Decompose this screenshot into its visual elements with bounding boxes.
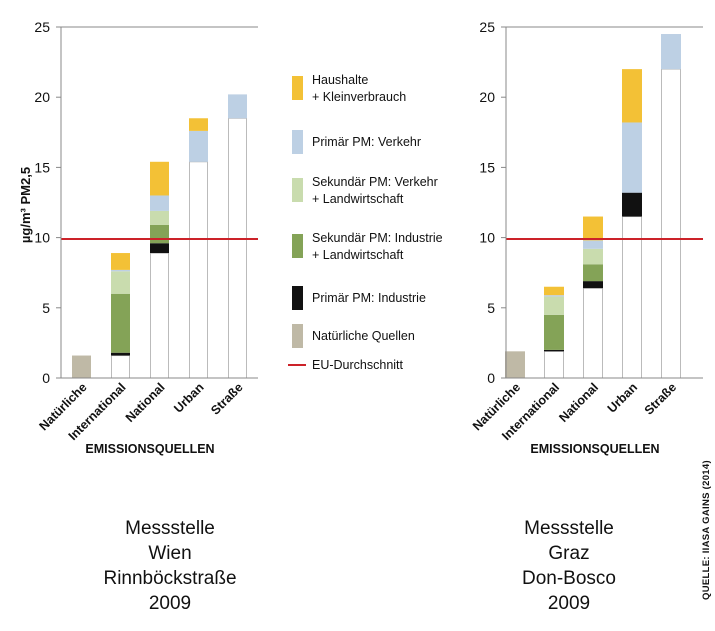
bar-segment bbox=[150, 161, 169, 196]
bar-segment bbox=[150, 195, 169, 211]
bar-segment bbox=[544, 349, 564, 352]
chart-wien-y-tick-labels: 0 5 10 15 20 25 bbox=[34, 19, 50, 386]
bar-segment bbox=[189, 118, 208, 131]
chart-wien-bars bbox=[72, 94, 247, 379]
bar-base-outline bbox=[622, 216, 642, 379]
bar-segment bbox=[111, 293, 130, 353]
caption-line: Messstelle bbox=[524, 518, 614, 539]
bar-segment bbox=[228, 94, 247, 119]
y-tick-label: 15 bbox=[479, 159, 495, 175]
bar-segment bbox=[622, 192, 642, 217]
y-tick-label: 0 bbox=[487, 370, 495, 386]
bar-segment bbox=[622, 122, 642, 193]
bar-base-outline bbox=[150, 252, 169, 379]
category-label: Urban bbox=[171, 380, 206, 415]
bar-segment bbox=[544, 296, 564, 315]
bar-segment bbox=[583, 248, 603, 265]
category-label: Straße bbox=[208, 380, 245, 417]
category-label: National bbox=[556, 380, 601, 425]
y-tick-label: 5 bbox=[42, 300, 50, 316]
chart-graz-bars bbox=[505, 34, 681, 379]
legend-swatch bbox=[292, 234, 303, 258]
bar-segment bbox=[544, 286, 564, 296]
caption-line: Rinnböckstraße bbox=[103, 568, 237, 589]
chart-graz: 0 5 10 15 20 25 NatürlicheInternationalNation… bbox=[470, 19, 703, 456]
legend-label: Haushalte bbox=[312, 73, 368, 87]
legend-label: Sekundär PM: Industrie bbox=[312, 231, 443, 245]
bar-segment bbox=[111, 352, 130, 356]
category-label: Urban bbox=[605, 380, 640, 415]
chart-wien-axes bbox=[56, 26, 258, 379]
bar-base-outline bbox=[544, 350, 564, 379]
bar-base-outline bbox=[189, 161, 208, 379]
bar-segment bbox=[72, 355, 91, 378]
bar-segment bbox=[150, 224, 169, 244]
legend-label: Natürliche Quellen bbox=[312, 329, 415, 343]
y-tick-label: 5 bbox=[487, 300, 495, 316]
bar-segment bbox=[111, 253, 130, 270]
bar-segment bbox=[111, 271, 130, 294]
chart-graz-y-tick-labels: 0 5 10 15 20 25 bbox=[479, 19, 495, 386]
y-tick-label: 25 bbox=[34, 19, 50, 35]
bar-segment bbox=[622, 69, 642, 123]
caption-line: Wien bbox=[148, 543, 192, 564]
category-label: Straße bbox=[642, 380, 679, 417]
bar-segment bbox=[544, 314, 564, 350]
legend-label: + Landwirtschaft bbox=[312, 192, 404, 206]
y-tick-label: 15 bbox=[34, 159, 50, 175]
bar-segment bbox=[150, 210, 169, 225]
chart-graz-axes bbox=[501, 26, 703, 379]
bar-segment bbox=[583, 240, 603, 249]
legend-label: + Landwirtschaft bbox=[312, 248, 404, 262]
legend-label: Sekundär PM: Verkehr bbox=[312, 175, 438, 189]
legend-swatch bbox=[292, 324, 303, 348]
y-tick-label: 20 bbox=[479, 89, 495, 105]
y-tick-label: 20 bbox=[34, 89, 50, 105]
bar-segment bbox=[661, 34, 681, 70]
bar-segment bbox=[544, 295, 564, 297]
legend-swatch bbox=[292, 178, 303, 202]
legend: Haushalte + Kleinverbrauch Primär PM: Verk… bbox=[288, 73, 443, 372]
chart-wien: 0 5 10 15 20 25 NatürlicheInternationalNation… bbox=[18, 19, 258, 456]
y-tick-label: 10 bbox=[479, 230, 495, 246]
legend-label: EU-Durchschnitt bbox=[312, 358, 404, 372]
bar-base-outline bbox=[583, 287, 603, 379]
caption-line: 2009 bbox=[547, 593, 591, 614]
legend-swatch bbox=[292, 286, 303, 310]
legend-swatch bbox=[292, 76, 303, 100]
chart-graz-caption: Messstelle Graz Don-Bosco 2009 bbox=[439, 516, 699, 616]
bar-base-outline bbox=[111, 355, 130, 379]
caption-line: Graz bbox=[548, 543, 590, 564]
legend-label: Primär PM: Industrie bbox=[312, 291, 426, 305]
bar-segment bbox=[111, 269, 130, 272]
bar-segment bbox=[150, 243, 169, 254]
legend-label: Primär PM: Verkehr bbox=[312, 135, 421, 149]
y-tick-label: 25 bbox=[479, 19, 495, 35]
legend-label: + Kleinverbrauch bbox=[312, 90, 406, 104]
y-tick-label: 0 bbox=[42, 370, 50, 386]
bar-segment bbox=[189, 130, 208, 162]
caption-line: 2009 bbox=[148, 593, 192, 614]
chart-wien-y-axis-label: µg/m³ PM2,5 bbox=[18, 167, 33, 243]
legend-swatch bbox=[292, 130, 303, 154]
chart-wien-caption: Messstelle Wien Rinnböckstraße 2009 bbox=[40, 516, 300, 616]
chart-wien-x-axis-label: EMISSIONSQUELLEN bbox=[85, 442, 214, 456]
caption-line: Don-Bosco bbox=[522, 568, 616, 589]
bar-base-outline bbox=[228, 117, 247, 379]
bar-segment bbox=[583, 216, 603, 241]
bar-base-outline bbox=[661, 68, 681, 379]
caption-line: Messstelle bbox=[125, 518, 215, 539]
bar-segment bbox=[583, 264, 603, 282]
chart-graz-x-axis-label: EMISSIONSQUELLEN bbox=[530, 442, 659, 456]
source-note: QUELLE: IIASA GAINS (2014) bbox=[701, 460, 712, 600]
bar-segment bbox=[583, 281, 603, 289]
category-label: National bbox=[123, 380, 168, 425]
y-tick-label: 10 bbox=[34, 230, 50, 246]
bar-segment bbox=[505, 351, 525, 378]
